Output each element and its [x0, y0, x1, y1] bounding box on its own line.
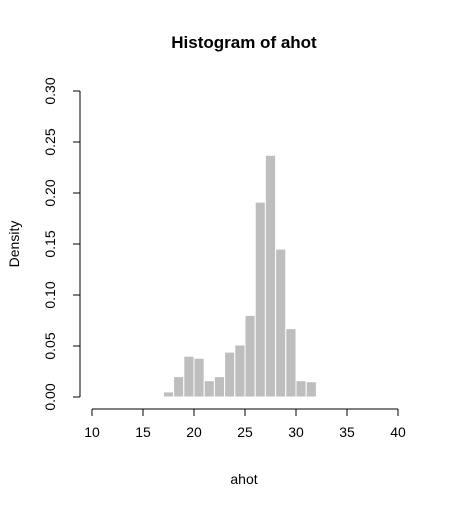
histogram-bar [315, 395, 328, 398]
histogram-bar [173, 376, 185, 398]
histogram-bar [122, 395, 134, 398]
histogram-bar [213, 376, 226, 398]
histogram-bar [244, 314, 256, 398]
y-tick-label: 0.15 [42, 230, 58, 257]
y-tick-label: 0.05 [42, 332, 58, 359]
x-axis: 10 15 20 25 30 35 40 [84, 408, 406, 440]
histogram-bar [152, 395, 164, 398]
histogram-bar [275, 248, 287, 398]
histogram-bar [162, 391, 175, 398]
histogram-bar [183, 355, 195, 398]
bars-group [122, 154, 328, 398]
x-tick-label: 35 [339, 424, 355, 440]
x-tick-label: 20 [186, 424, 202, 440]
histogram-bar [254, 201, 266, 398]
y-tick-label: 0.25 [42, 128, 58, 155]
y-tick-label: 0.20 [42, 179, 58, 206]
histogram-bar [203, 380, 215, 398]
histogram-bar [193, 357, 205, 398]
histogram-bar [224, 351, 236, 398]
y-axis: 0.00 0.05 0.10 0.15 0.20 0.25 0.30 [42, 77, 81, 411]
histogram-bar [295, 380, 307, 398]
histogram-bar [285, 328, 297, 398]
x-tick-label: 40 [390, 424, 406, 440]
chart-title: Histogram of ahot [171, 33, 317, 52]
x-tick-label: 10 [84, 424, 100, 440]
x-tick-label: 15 [135, 424, 151, 440]
x-tick-label: 30 [288, 424, 304, 440]
y-tick-label: 0.10 [42, 281, 58, 308]
x-tick-label: 25 [237, 424, 253, 440]
histogram-bar [264, 154, 277, 398]
histogram-bar [234, 344, 246, 398]
x-axis-label: ahot [230, 471, 257, 487]
histogram-bar [305, 381, 317, 398]
y-axis-label: Density [6, 221, 22, 268]
y-tick-label: 0.30 [42, 77, 58, 104]
y-tick-label: 0.00 [42, 383, 58, 410]
